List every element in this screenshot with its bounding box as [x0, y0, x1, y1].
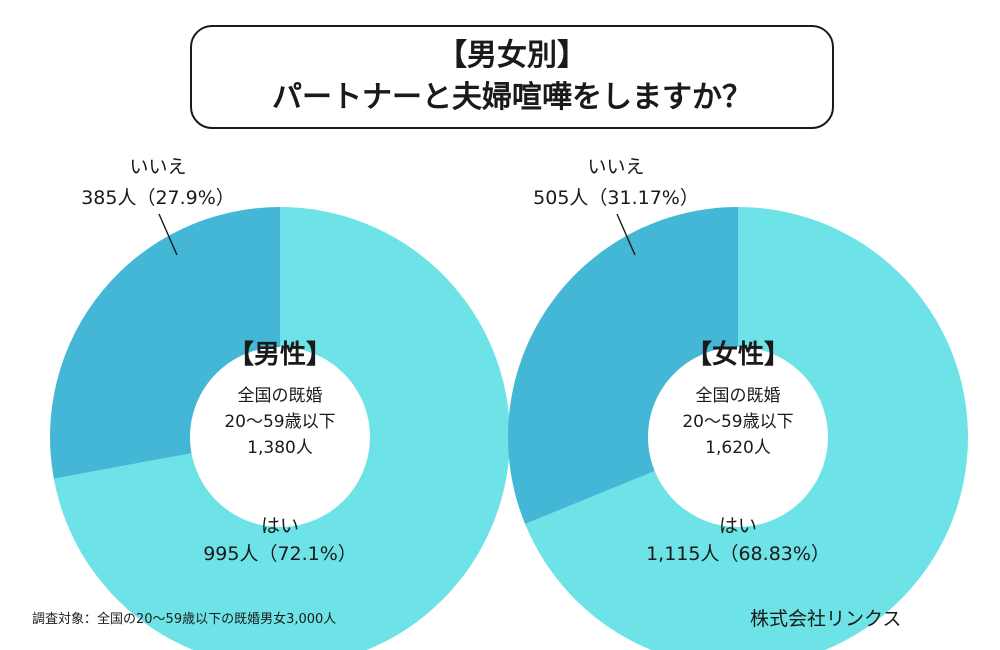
female-center-line-3: 1,620人: [705, 438, 771, 458]
male-no-value-label: 385人（27.9%）: [81, 187, 235, 209]
male-yes-label: はい: [261, 515, 299, 537]
male-yes-value-label: 995人（72.1%）: [203, 543, 357, 565]
male-no-label: いいえ: [129, 156, 186, 178]
title-line-2: パートナーと夫婦喧嘩をしますか？: [272, 80, 752, 115]
female-yes-label: はい: [719, 515, 757, 537]
female-slice-yes: [525, 207, 968, 650]
female-no-label: いいえ: [587, 156, 644, 178]
male-center-line-1: 全国の既婚: [238, 386, 323, 406]
male-slice-yes: [53, 207, 510, 650]
female-center-line-2: 20〜59歳以下: [682, 412, 793, 432]
female-no-value-label: 505人（31.17%）: [533, 187, 699, 209]
female-center-line-1: 全国の既婚: [696, 386, 781, 406]
female-slice-no: [508, 207, 738, 524]
male-slice-no: [49, 207, 280, 479]
male-center-title: 【男性】: [228, 340, 332, 370]
title-line-1: 【男女別】: [437, 38, 587, 73]
female-yes-value-label: 1,115人（68.83%）: [646, 543, 830, 565]
company-name: 株式会社リンクス: [750, 608, 902, 630]
male-center-line-3: 1,380人: [247, 438, 313, 458]
male-center-line-2: 20〜59歳以下: [224, 412, 335, 432]
female-center-title: 【女性】: [686, 339, 790, 370]
survey-footnote: 調査対象：全国の20〜59歳以下の既婚男女3,000人: [32, 612, 337, 627]
title-box: 【男女別】 パートナーと夫婦喧嘩をしますか？: [190, 25, 834, 129]
male-no-leader-line: [158, 213, 178, 256]
female-no-leader-line: [616, 213, 636, 256]
